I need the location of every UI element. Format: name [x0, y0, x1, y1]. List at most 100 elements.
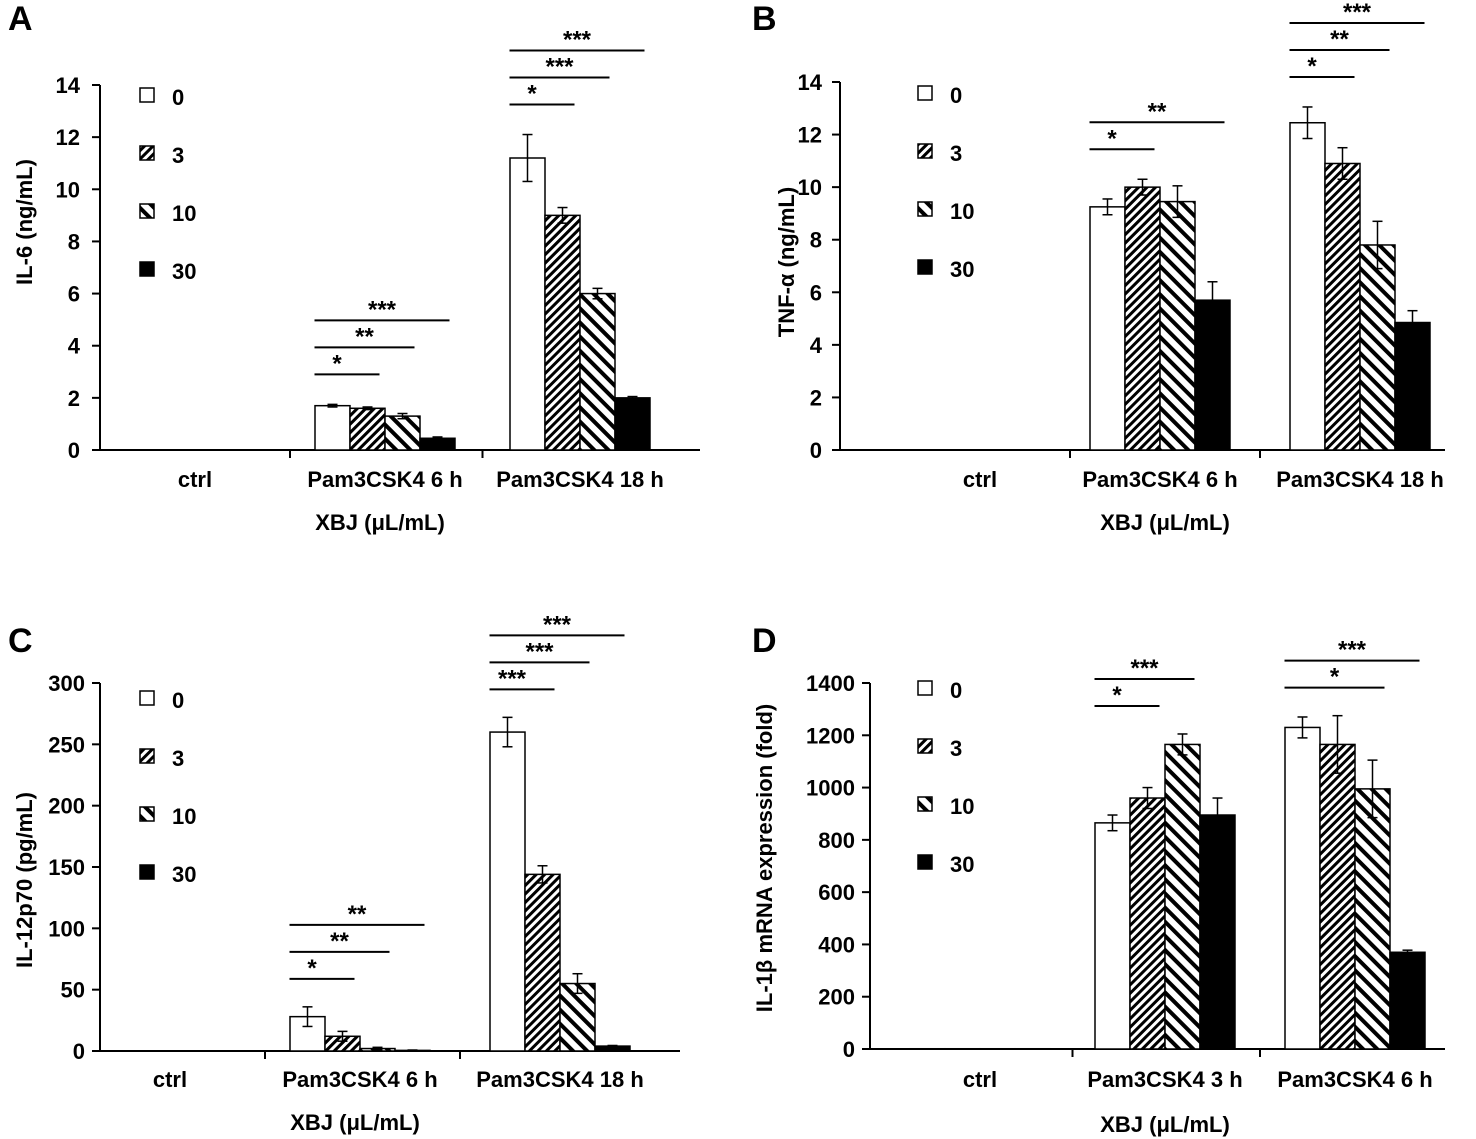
significance-label: ***	[1343, 0, 1372, 26]
bar	[614, 397, 651, 451]
legend-label: 3	[172, 143, 184, 168]
bar	[489, 731, 526, 1052]
bar	[384, 415, 421, 451]
y-tick-label: 12	[56, 125, 80, 150]
panel-d: D IL-1β mRNA expression (fold) XBJ (μL/m…	[752, 622, 1445, 1137]
legend-swatch	[917, 854, 933, 870]
legend-swatch	[139, 203, 155, 219]
bar	[1194, 299, 1231, 451]
legend-label: 0	[172, 688, 184, 713]
bar	[1124, 186, 1161, 451]
y-tick-label: 300	[48, 671, 85, 696]
legend-swatch	[917, 201, 933, 217]
y-tick-label: 2	[810, 385, 822, 410]
legend-label: 10	[172, 201, 196, 226]
significance-label: **	[1148, 98, 1167, 125]
category-label: Pam3CSK4 6 h	[307, 467, 462, 492]
y-axis-label: IL-1β mRNA expression (fold)	[752, 704, 777, 1012]
y-tick-label: 400	[818, 932, 855, 957]
legend-label: 3	[950, 736, 962, 761]
significance-label: ***	[498, 665, 527, 692]
legend-label: 10	[172, 804, 196, 829]
legend-label: 10	[950, 794, 974, 819]
legend-label: 10	[950, 199, 974, 224]
significance-label: **	[330, 928, 349, 955]
y-tick-label: 1200	[806, 723, 855, 748]
category-label: Pam3CSK4 18 h	[476, 1067, 644, 1092]
y-tick-label: 0	[843, 1037, 855, 1062]
legend-swatch	[139, 145, 155, 161]
bar	[1284, 726, 1321, 1050]
bar	[1394, 321, 1431, 451]
category-label: Pam3CSK4 6 h	[1082, 467, 1237, 492]
y-tick-label: 8	[810, 228, 822, 253]
legend-swatch	[917, 143, 933, 159]
significance-label: ***	[1338, 637, 1367, 664]
x-axis-label: XBJ (μL/mL)	[315, 510, 445, 535]
bar	[544, 214, 581, 451]
y-tick-label: 100	[48, 916, 85, 941]
category-label: ctrl	[178, 467, 212, 492]
x-axis-label: XBJ (μL/mL)	[1100, 1112, 1230, 1137]
bar	[1324, 162, 1361, 451]
legend-label: 30	[950, 257, 974, 282]
panel-c: C IL-12p70 (pg/mL) XBJ (μL/mL) 050100150…	[8, 611, 680, 1135]
bar	[1319, 743, 1356, 1050]
legend-swatch	[917, 259, 933, 275]
legend-label: 30	[172, 862, 196, 887]
bar	[1164, 743, 1201, 1050]
y-tick-label: 0	[810, 438, 822, 463]
legend-label: 30	[950, 852, 974, 877]
significance-label: ***	[563, 27, 592, 54]
legend-label: 3	[950, 141, 962, 166]
category-label: ctrl	[963, 467, 997, 492]
legend-swatch	[917, 738, 933, 754]
category-label: ctrl	[153, 1067, 187, 1092]
y-tick-label: 8	[68, 229, 80, 254]
y-tick-label: 14	[798, 70, 823, 95]
category-label: Pam3CSK4 6 h	[1277, 1067, 1432, 1092]
legend-swatch	[139, 806, 155, 822]
legend-swatch	[139, 261, 155, 277]
bar	[1129, 797, 1166, 1050]
significance-label: ***	[525, 638, 554, 665]
y-tick-label: 200	[48, 794, 85, 819]
y-tick-label: 14	[56, 73, 81, 98]
bar	[1389, 951, 1426, 1050]
legend-label: 30	[172, 259, 196, 284]
y-tick-label: 200	[818, 985, 855, 1010]
y-tick-label: 2	[68, 386, 80, 411]
y-tick-label: 6	[810, 280, 822, 305]
legend-swatch	[139, 87, 155, 103]
y-axis-label: IL-12p70 (pg/mL)	[12, 792, 37, 968]
x-axis-label: XBJ (μL/mL)	[290, 1110, 420, 1135]
bar	[509, 157, 546, 451]
significance-label: **	[348, 901, 367, 928]
significance-label: *	[307, 955, 317, 982]
legend-swatch	[917, 796, 933, 812]
panel-letter: B	[752, 0, 777, 38]
legend-label: 0	[172, 85, 184, 110]
y-tick-label: 4	[68, 334, 81, 359]
y-tick-label: 10	[56, 177, 80, 202]
category-label: Pam3CSK4 18 h	[496, 467, 664, 492]
y-axis-label: IL-6 (ng/mL)	[12, 159, 37, 285]
legend-label: 0	[950, 678, 962, 703]
bar	[1089, 206, 1126, 451]
y-tick-label: 150	[48, 855, 85, 880]
significance-label: *	[332, 350, 342, 377]
y-tick-label: 1000	[806, 776, 855, 801]
y-tick-label: 10	[798, 175, 822, 200]
y-tick-label: 600	[818, 880, 855, 905]
significance-label: ***	[543, 611, 572, 638]
y-tick-label: 1400	[806, 671, 855, 696]
bar	[1094, 822, 1131, 1050]
y-tick-label: 800	[818, 828, 855, 853]
category-label: Pam3CSK4 6 h	[282, 1067, 437, 1092]
significance-label: *	[1112, 682, 1122, 709]
significance-label: *	[1107, 125, 1117, 152]
y-axis-label: TNF-α (ng/mL)	[774, 187, 799, 337]
significance-label: *	[527, 81, 537, 108]
y-tick-label: 0	[73, 1039, 85, 1064]
legend-label: 3	[172, 746, 184, 771]
